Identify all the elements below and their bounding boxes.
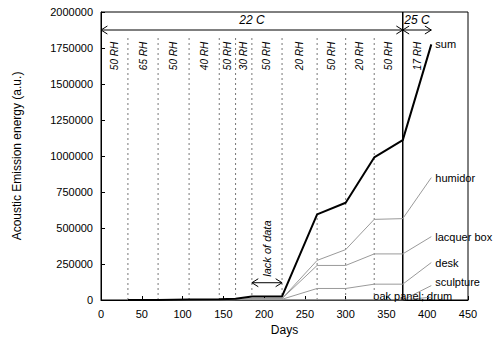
- svg-text:100: 100: [173, 308, 191, 320]
- svg-text:50 RH: 50 RH: [261, 41, 272, 70]
- svg-text:40 RH: 40 RH: [199, 41, 210, 70]
- svg-text:250000: 250000: [56, 258, 93, 270]
- svg-text:250: 250: [296, 308, 314, 320]
- svg-text:50 RH: 50 RH: [168, 41, 179, 70]
- svg-text:750000: 750000: [56, 186, 93, 198]
- svg-text:1750000: 1750000: [50, 42, 93, 54]
- svg-text:50 RH: 50 RH: [109, 41, 120, 70]
- svg-text:desk: desk: [435, 257, 459, 269]
- svg-text:17 RH: 17 RH: [412, 41, 423, 70]
- svg-text:1250000: 1250000: [50, 114, 93, 126]
- svg-text:400: 400: [418, 308, 436, 320]
- svg-text:humidor: humidor: [435, 172, 475, 184]
- svg-text:0: 0: [87, 294, 93, 306]
- svg-text:1000000: 1000000: [50, 150, 93, 162]
- svg-text:Acoustic Emission energy (a.u.: Acoustic Emission energy (a.u.): [10, 72, 24, 241]
- svg-text:2000000: 2000000: [50, 6, 93, 18]
- svg-text:50 RH: 50 RH: [326, 41, 337, 70]
- svg-text:25 C: 25 C: [403, 13, 430, 27]
- svg-text:sculpture: sculpture: [435, 276, 480, 288]
- svg-text:50: 50: [136, 308, 148, 320]
- svg-text:20 RH: 20 RH: [354, 41, 365, 71]
- svg-text:50 RH: 50 RH: [383, 41, 394, 70]
- svg-text:oak panel; drum: oak panel; drum: [373, 290, 452, 302]
- svg-text:30 RH: 30 RH: [238, 41, 249, 70]
- svg-text:300: 300: [336, 308, 354, 320]
- svg-text:450: 450: [459, 308, 477, 320]
- svg-text:0: 0: [98, 308, 104, 320]
- svg-text:350: 350: [377, 308, 395, 320]
- svg-text:1500000: 1500000: [50, 78, 93, 90]
- svg-text:lacquer box: lacquer box: [435, 231, 492, 243]
- svg-text:50 RH: 50 RH: [222, 41, 233, 70]
- svg-text:sum: sum: [435, 38, 456, 50]
- svg-text:22 C: 22 C: [238, 13, 265, 27]
- svg-text:Days: Days: [271, 323, 298, 337]
- svg-text:lack of data: lack of data: [261, 220, 273, 276]
- svg-text:500000: 500000: [56, 222, 93, 234]
- svg-text:65 RH: 65 RH: [138, 41, 149, 70]
- svg-text:150: 150: [214, 308, 232, 320]
- svg-text:20 RH: 20 RH: [294, 41, 305, 71]
- svg-text:200: 200: [255, 308, 273, 320]
